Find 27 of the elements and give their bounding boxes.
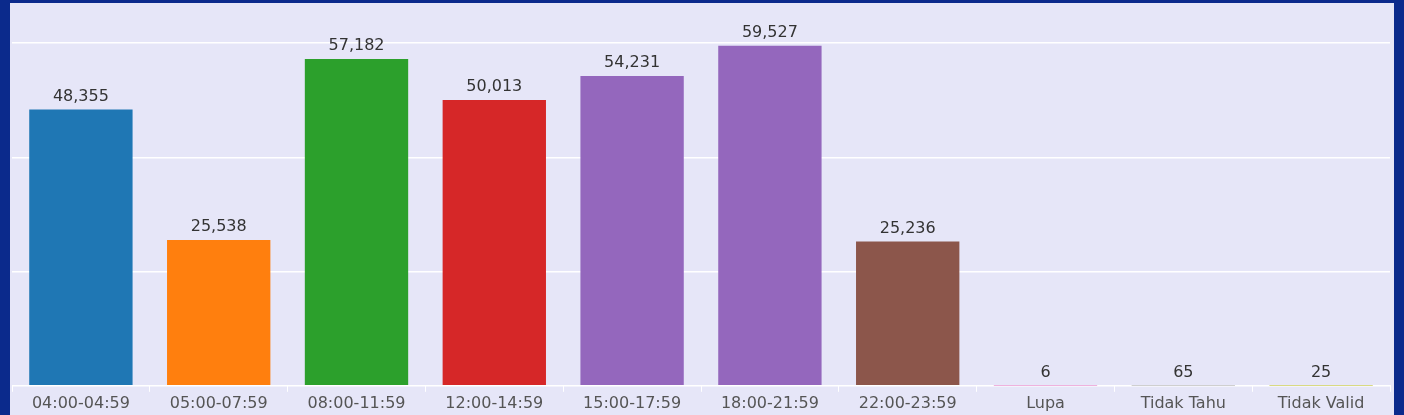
- bar: [442, 100, 546, 386]
- data-label: 57,182: [328, 35, 385, 55]
- bar: [304, 59, 409, 386]
- x-tick-label: Tidak Tahu: [1139, 392, 1226, 412]
- data-label: 25,538: [190, 216, 247, 236]
- data-label: 50,013: [466, 76, 523, 96]
- bar: [718, 45, 822, 386]
- x-tick-label: Tidak Valid: [1276, 392, 1365, 412]
- data-label: 48,355: [52, 85, 109, 105]
- data-label: 65: [1173, 361, 1194, 381]
- data-label: 6: [1040, 361, 1051, 381]
- bar: [29, 109, 133, 386]
- bar: [580, 75, 684, 386]
- x-tick-label: 04:00-04:59: [31, 392, 130, 412]
- bar: [856, 241, 960, 386]
- x-tick-label: 15:00-17:59: [583, 392, 682, 412]
- x-tick-label: 22:00-23:59: [858, 392, 957, 412]
- data-label: 25,236: [879, 217, 936, 237]
- x-tick-label: Lupa: [1026, 392, 1065, 412]
- data-label: 25: [1310, 361, 1332, 381]
- bar: [167, 239, 271, 386]
- x-tick-label: 08:00-11:59: [307, 392, 406, 412]
- x-tick-label: 05:00-07:59: [169, 392, 268, 412]
- data-label: 54,231: [604, 52, 661, 72]
- x-tick-label: 12:00-14:59: [445, 392, 544, 412]
- data-label: 59,527: [741, 21, 798, 41]
- x-tick-label: 18:00-21:59: [720, 392, 819, 412]
